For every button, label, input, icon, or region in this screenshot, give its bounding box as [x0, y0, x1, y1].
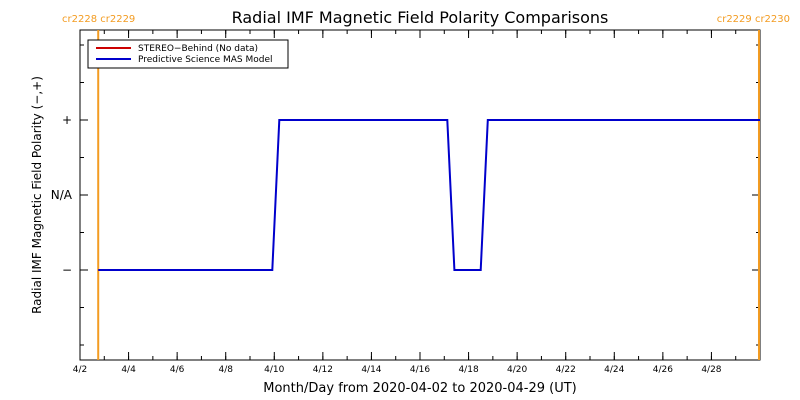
y-axis-title: Radial IMF Magnetic Field Polarity (−,+) [30, 76, 44, 314]
x-tick-label: 4/12 [313, 365, 333, 375]
x-tick-label: 4/24 [604, 365, 624, 375]
carrington-marker-label: cr2229 cr2230 [717, 14, 790, 25]
legend-box [87, 39, 289, 69]
x-tick-label: 4/26 [653, 365, 673, 375]
legend: STEREO−Behind (No data)Predictive Scienc… [87, 39, 289, 69]
x-tick-label: 4/6 [170, 365, 185, 375]
carrington-marker-label: cr2228 cr2229 [62, 14, 135, 25]
chart-title: Radial IMF Magnetic Field Polarity Compa… [232, 8, 609, 27]
x-tick-label: 4/16 [410, 365, 430, 375]
data-series [98, 119, 760, 271]
x-tick-label: 4/2 [73, 365, 87, 375]
legend-label: Predictive Science MAS Model [138, 55, 273, 65]
x-tick-label: 4/4 [121, 365, 136, 375]
plot-area: 4/2 4/4 4/6 4/8 4/10 4/12 4/14 4/16 4/18 4/20 4/22… [51, 29, 761, 375]
carrington-markers: cr2228 cr2229 cr2229 cr2230 [62, 14, 790, 360]
legend-label: STEREO−Behind (No data) [138, 44, 258, 54]
plot-frame [79, 29, 761, 361]
x-tick-label: 4/10 [264, 365, 284, 375]
x-tick-label: 4/18 [458, 365, 478, 375]
x-tick-label: 4/22 [556, 365, 576, 375]
x-axis-title: Month/Day from 2020-04-02 to 2020-04-29 … [263, 381, 576, 396]
x-tick-label: 4/8 [218, 365, 233, 375]
x-tick-label: 4/14 [361, 365, 381, 375]
y-tick-label: N/A [51, 188, 73, 202]
y-tick-label: − [62, 263, 72, 277]
x-tick-label: 4/20 [507, 365, 527, 375]
series-line-2 [98, 119, 760, 271]
y-tick-label: + [62, 113, 72, 127]
x-tick-label: 4/28 [701, 365, 721, 375]
